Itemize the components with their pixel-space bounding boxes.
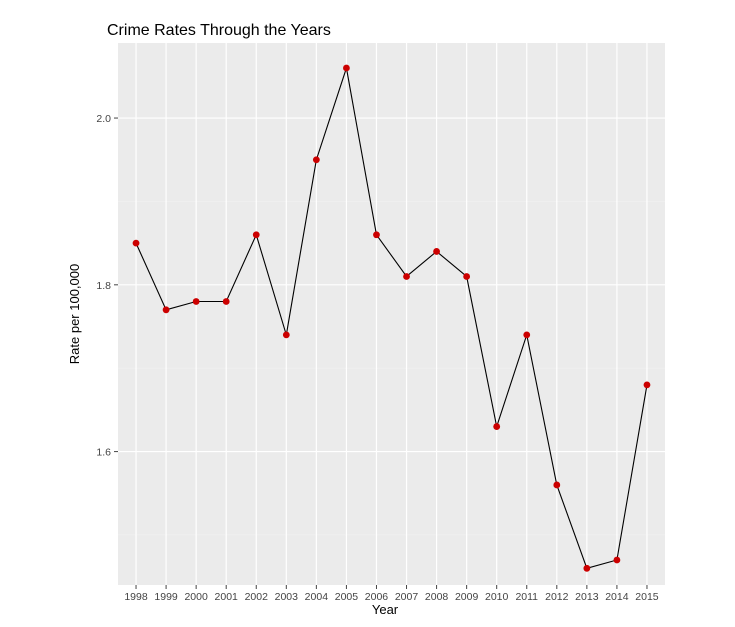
chart-title: Crime Rates Through the Years	[107, 22, 331, 39]
x-tick-label: 2012	[545, 591, 569, 603]
data-point	[553, 481, 561, 489]
data-point	[192, 298, 200, 305]
x-tick-label: 2003	[275, 591, 299, 603]
x-tick-label: 2000	[184, 591, 208, 603]
data-point	[373, 231, 380, 239]
data-point	[312, 156, 320, 164]
x-tick-label: 2010	[485, 591, 509, 603]
series-line	[135, 67, 648, 569]
x-tick-label: 2009	[455, 591, 479, 603]
y-tick-label: 1.6	[96, 447, 111, 459]
y-tick-label: 1.8	[96, 280, 111, 292]
grid-layer	[118, 43, 665, 585]
x-tick-label: 2006	[365, 591, 389, 603]
x-tick-label: 2014	[605, 591, 629, 603]
x-tick-label: 2015	[635, 591, 659, 603]
series-layer	[132, 64, 651, 572]
x-tick-label: 2004	[305, 591, 329, 603]
data-point	[132, 239, 140, 247]
data-point	[643, 381, 651, 389]
axis-layer: 1.6 1.8 2.0 1998 1999 2000 2001 2002 2003 2004 200…	[96, 113, 658, 603]
data-point	[433, 248, 440, 255]
data-point	[403, 273, 410, 280]
data-point	[162, 306, 170, 314]
data-point	[252, 231, 260, 239]
data-point	[523, 331, 531, 339]
x-tick-label: 2005	[335, 591, 359, 603]
data-point	[613, 556, 621, 564]
x-tick-label: 1998	[124, 591, 148, 603]
data-point	[493, 423, 501, 430]
data-point	[282, 331, 290, 339]
x-tick-label: 2008	[425, 591, 449, 603]
data-point	[343, 64, 350, 72]
y-axis-title: Rate per 100,000	[67, 264, 82, 364]
y-tick-label: 2.0	[96, 113, 111, 125]
data-point	[222, 298, 230, 305]
plot-panel	[118, 43, 665, 585]
x-tick-label: 1999	[154, 591, 178, 603]
data-point	[463, 273, 471, 280]
x-axis-title: Year	[372, 602, 399, 617]
x-tick-label: 2011	[515, 591, 538, 603]
x-tick-label: 2001	[215, 591, 239, 603]
x-tick-label: 2013	[575, 591, 599, 603]
x-tick-label: 2002	[245, 591, 269, 603]
data-point	[583, 564, 591, 572]
x-tick-label: 2007	[395, 591, 419, 603]
